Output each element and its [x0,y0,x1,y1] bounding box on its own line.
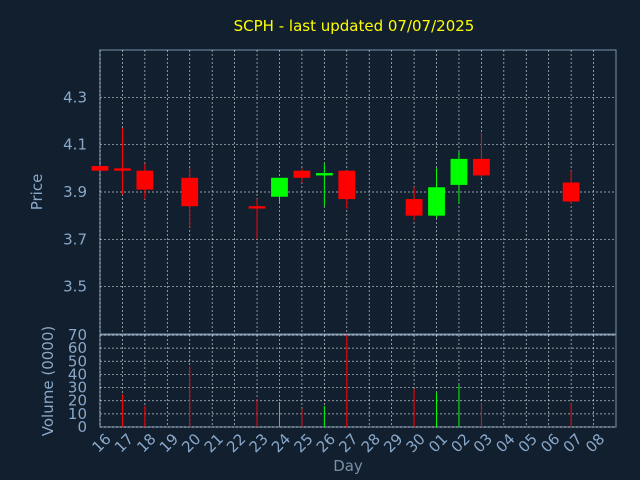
candle-body [91,165,109,171]
candle-body [271,177,288,197]
candle-body [315,173,333,176]
candle-body [562,182,580,202]
x-axis-label: Day [333,457,363,475]
candle-body [293,170,311,178]
candle-body [338,170,356,200]
price-panel: 3.5 3.7 3.9 4.1 4.3 [63,49,617,335]
volume-tick-label: 20 [68,392,87,410]
price-tick-label: 3.7 [63,230,87,248]
x-axis: 1617181920212223242526272829300102030405… [89,430,609,456]
volume-tick-label: 50 [68,352,87,370]
chart-title: SCPH - last updated 07/07/2025 [234,17,475,35]
candle-body [405,199,423,216]
price-tick-label: 4.1 [63,136,87,154]
price-tick-label: 3.5 [63,278,87,296]
volume-tick-label: 60 [68,339,87,357]
candle-body [248,206,266,209]
volume-tick-label: 10 [68,405,87,423]
volume-axis-label: Volume (0000) [39,326,57,436]
volume-frame [99,334,617,428]
price-axis-label: Price [28,174,46,211]
candle-body [114,168,131,171]
volume-tick-label: 0 [77,418,87,436]
price-tick-label: 4.3 [63,88,87,106]
volume-tick-label: 30 [68,379,87,397]
candle-body [450,158,468,185]
candle-body [472,158,490,176]
x-tick-label: 08 [582,430,608,456]
candle-body [181,177,199,207]
candle-body [428,187,445,216]
price-tick-label: 3.9 [63,183,87,201]
volume-tick-label: 70 [68,326,87,344]
volume-tick-label: 40 [68,365,87,383]
candle-body [136,170,154,190]
